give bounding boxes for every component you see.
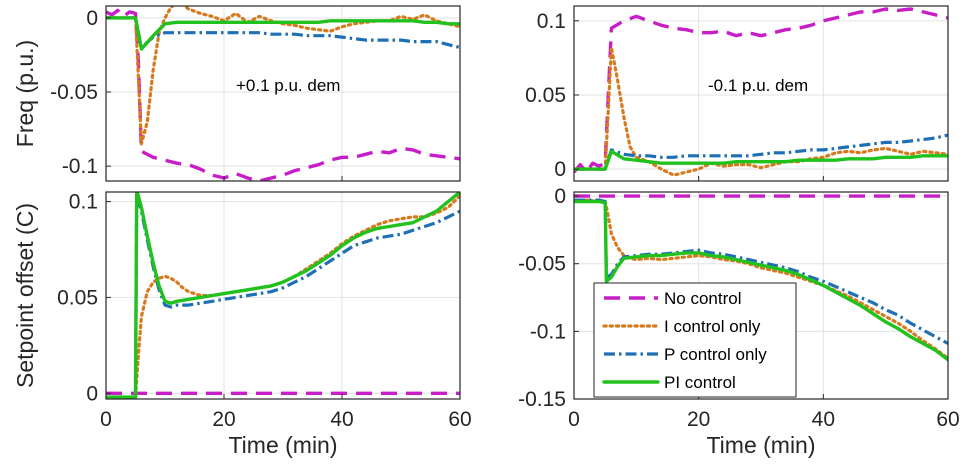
axes-frame: [573, 191, 949, 400]
series-i-control-line: [106, 194, 460, 399]
axes-frame: [105, 191, 461, 400]
y-tick-label: 0: [554, 185, 566, 208]
chart-bottom-left: 0 20 40 60 0 0.05 0.1 Time (min) Setpoint offset…: [12, 191, 472, 458]
legend-entry-label: I control only: [664, 317, 761, 336]
y-tick-label: 0.05: [57, 286, 98, 309]
y-axis-label: Setpoint offset (C): [12, 203, 38, 388]
x-tick-label: 20: [687, 408, 710, 431]
legend-entry-label: No control: [664, 289, 741, 308]
y-tick-label: -0.1: [530, 320, 566, 343]
x-axis-label: Time (min): [228, 432, 337, 458]
x-tick-label: 0: [568, 408, 580, 431]
chart-bottom-right: 0 20 40 60 0 -0.05 -0.1 -0.15 Time (min): [518, 185, 960, 458]
axes-frame: [573, 5, 949, 182]
series-p-control-line: [106, 16, 460, 50]
y-tick-label: 0: [554, 158, 566, 181]
x-tick-label: 60: [448, 408, 471, 431]
legend-box: [593, 282, 797, 398]
annotation-text: -0.1 p.u. dem: [708, 76, 808, 95]
y-tick-label: -0.1: [62, 155, 98, 178]
y-tick-label: -0.05: [50, 81, 98, 104]
series-i-control-line: [574, 45, 948, 177]
y-tick-label: 0.1: [537, 10, 566, 33]
series-p-control-line: [574, 133, 948, 171]
x-tick-label: 60: [936, 408, 959, 431]
x-tick-label: 0: [100, 408, 112, 431]
series-no-control-line: [106, 8, 460, 181]
series-pi-control-line: [574, 149, 948, 171]
y-tick-label: 0.05: [525, 84, 566, 107]
y-tick-label: -0.15: [518, 388, 566, 411]
legend-entry-label: PI control: [664, 373, 736, 392]
annotation-text: +0.1 p.u. dem: [236, 76, 340, 95]
legend-entry-label: P control only: [664, 345, 767, 364]
x-tick-label: 20: [212, 408, 235, 431]
x-tick-label: 40: [812, 408, 835, 431]
x-tick-label: 40: [330, 408, 353, 431]
series-pi-control-line: [106, 192, 460, 399]
y-axis-label: Freq (p.u.): [12, 40, 38, 147]
chart-top-right: 0 0.05 0.1 -0.1 p.u. dem: [525, 5, 949, 182]
chart-top-left: 0 -0.05 -0.1 Freq (p.u.) +0.1 p.u. dem: [12, 5, 461, 182]
x-axis-label: Time (min): [706, 432, 815, 458]
y-tick-label: 0.1: [69, 191, 98, 214]
y-tick-label: 0: [86, 382, 98, 405]
series-pi-control-line: [106, 16, 460, 51]
y-tick-label: 0: [86, 7, 98, 30]
axes-frame: [105, 5, 461, 182]
series-pi-control-line: [574, 199, 948, 362]
y-tick-label: -0.05: [518, 253, 566, 276]
legend: No control I control only P control only PI…: [593, 282, 797, 398]
